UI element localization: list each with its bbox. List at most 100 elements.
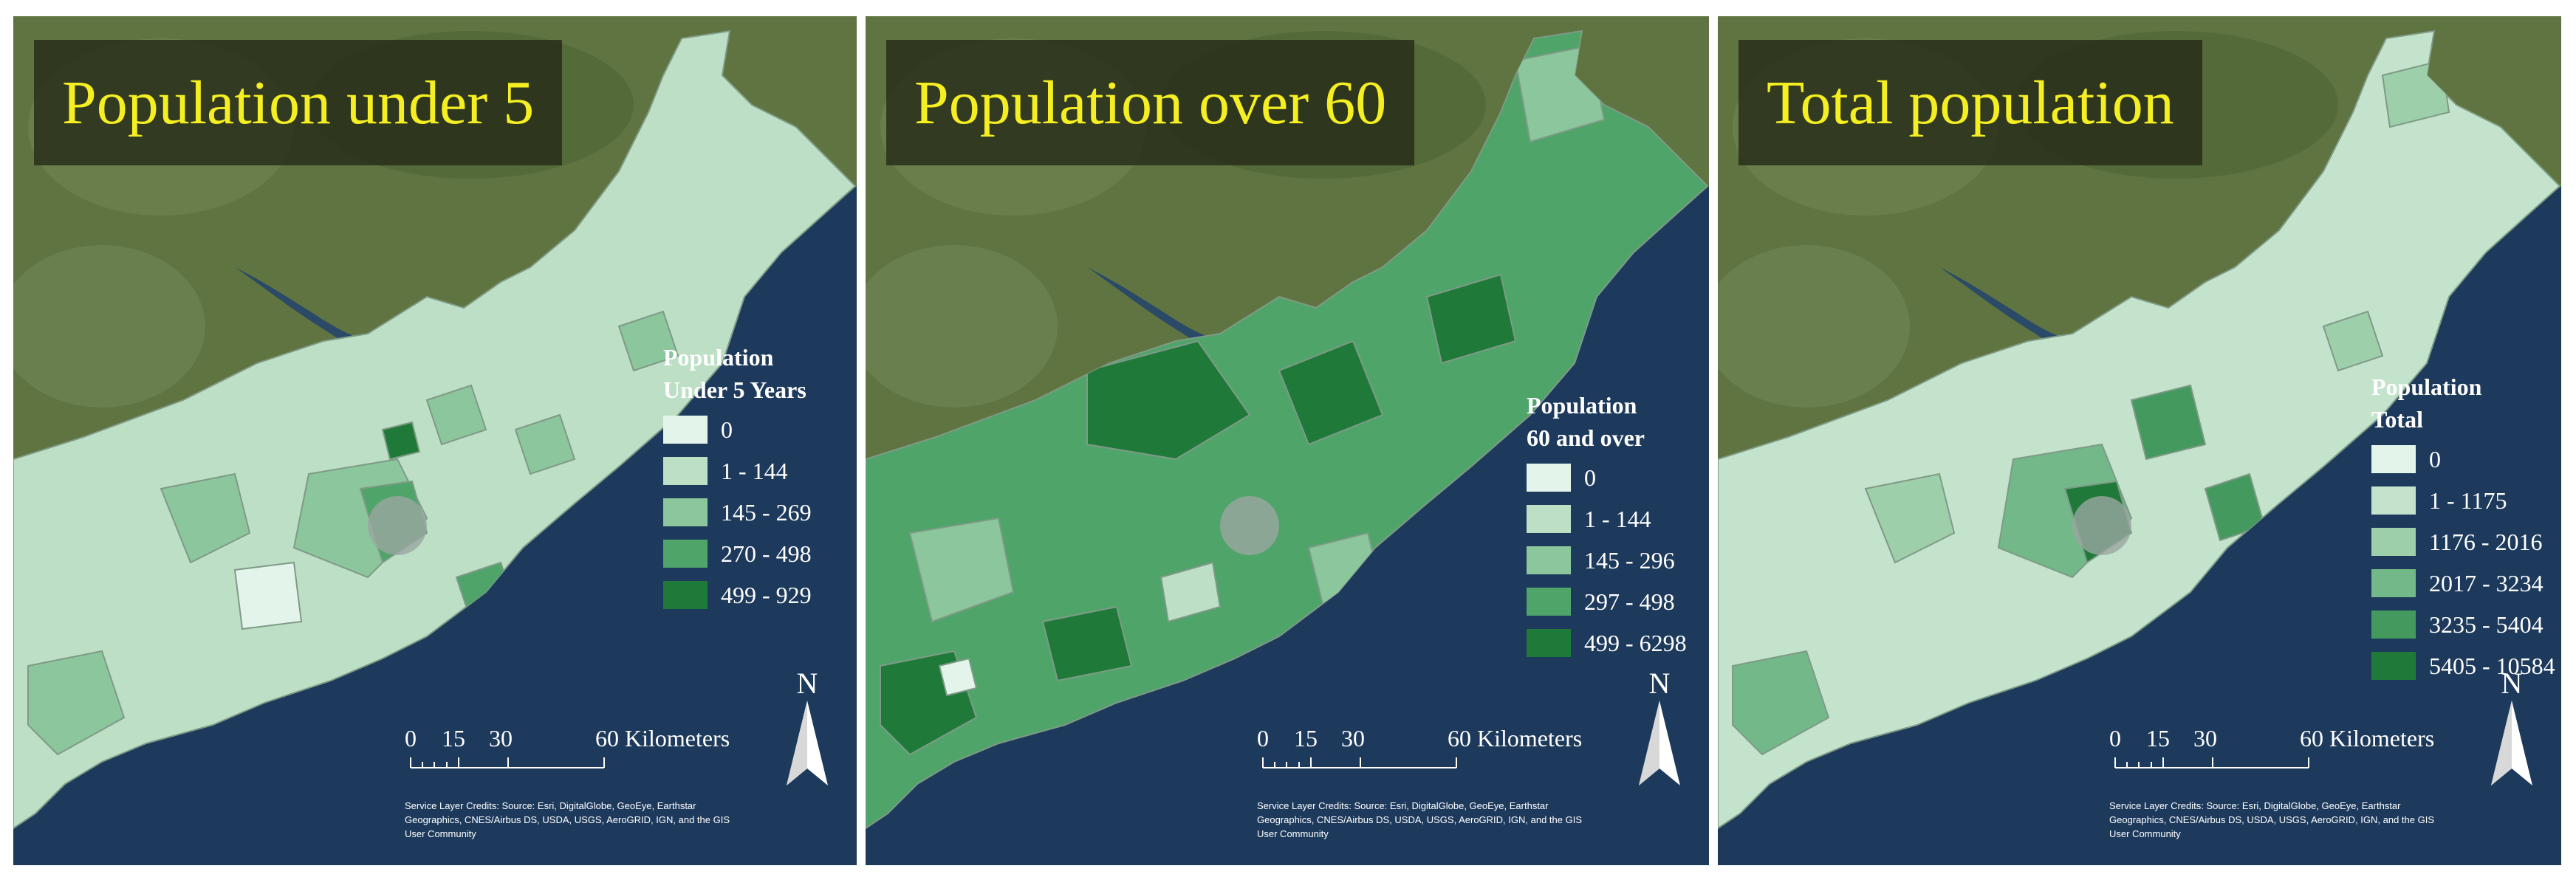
legend-label: 297 - 498 [1584,588,1675,615]
legend-label: 270 - 498 [721,540,812,567]
scale-label-15: 15 [2146,725,2170,752]
map-title-box: Population over 60 [886,40,1415,165]
legend-label: 1 - 144 [1584,505,1651,532]
map-title-box: Total population [1739,40,2202,165]
legend-item: 145 - 296 [1527,543,1687,578]
legend-label: 0 [721,416,733,443]
legend-swatch [663,498,708,526]
legend-label: 1 - 1175 [2429,486,2507,514]
scale-label-0: 0 [1257,725,1269,752]
legend-swatch [2371,528,2416,556]
scale-label-15: 15 [1294,725,1318,752]
legend-title-line1: Population [2371,374,2482,400]
scale-bar: 0 15 30 60 Kilometers [2109,725,2479,774]
scale-label-0: 0 [405,725,417,752]
district [425,384,487,446]
legend-item: 2017 - 3234 [2371,565,2555,601]
legend-item: 499 - 929 [663,577,812,613]
map-credits: Service Layer Credits: Source: Esri, Dig… [2109,800,2434,839]
map-title-box: Population under 5 [34,40,563,165]
district [1732,650,1830,756]
district [617,310,679,372]
legend-title-line2: Total [2371,406,2423,433]
district [908,517,1015,623]
legend-item: 270 - 498 [663,536,812,571]
north-arrow: N [2490,666,2534,793]
north-label: N [1648,667,1671,700]
district [1086,340,1251,461]
north-label: N [796,667,818,700]
legend-swatch [2371,652,2416,680]
legend-item: 5405 - 10584 [2371,648,2555,684]
scale-bar: 0 15 30 60 Kilometers [405,725,774,774]
legend-label: 0 [2429,445,2441,472]
scale-ruler [1262,757,1457,768]
legend-title-line2: 60 and over [1527,424,1645,451]
legend-item: 145 - 269 [663,495,812,530]
scale-bar: 0 15 30 60 Kilometers [1257,725,1626,774]
legend-label: 1 - 144 [721,457,788,484]
legend: Population Total 0 1 - 1175 1176 - 2016 … [2371,371,2555,684]
legend-swatch [1527,629,1571,657]
map-credits: Service Layer Credits: Source: Esri, Dig… [1257,800,1582,839]
map-panel-over60: Population over 60 Population 60 and ove… [866,16,1709,865]
district [160,472,251,564]
scale-ruler [410,757,605,768]
legend-swatch [663,581,708,609]
scale-label-30: 30 [2193,725,2217,752]
scale-label-60: 60 Kilometers [595,725,730,752]
land-texture [866,245,1058,407]
district [1159,561,1222,623]
district [27,650,126,756]
legend-swatch [2371,445,2416,473]
district [514,413,576,475]
legend-label: 499 - 6298 [1584,629,1687,656]
land-texture [1718,245,1910,407]
map-title: Total population [1767,68,2174,137]
district [1041,605,1133,682]
choropleth-districts [880,44,1606,756]
north-arrow: N [1637,666,1682,793]
map-credits: Service Layer Credits: Source: Esri, Dig… [405,800,730,839]
legend-swatch [1527,464,1571,492]
legend-label: 3235 - 5404 [2429,611,2544,638]
urban-area [368,496,427,555]
legend-item: 0 [2371,441,2555,477]
legend-item: 0 [1527,460,1687,495]
north-arrow-icon [1639,701,1680,785]
north-arrow-icon [2491,701,2532,785]
legend-title-line1: Population [663,344,774,371]
legend: Population 60 and over 0 1 - 144 145 - 2… [1527,389,1687,661]
legend-item: 0 [663,412,812,447]
scale-label-60: 60 Kilometers [1448,725,1583,752]
legend-label: 499 - 929 [721,581,812,608]
legend-item: 1 - 1175 [2371,483,2555,518]
legend-label: 0 [1584,464,1596,491]
choropleth-districts [1732,59,2450,756]
map-title: Population over 60 [914,68,1387,137]
legend-item: 1 - 144 [663,453,812,489]
scale-label-60: 60 Kilometers [2300,725,2435,752]
legend-swatch [1527,588,1571,616]
legend-title-line1: Population [1527,392,1637,419]
legend-item: 1176 - 2016 [2371,524,2555,560]
district [2322,310,2384,372]
north-arrow: N [785,666,829,793]
district [1425,273,1517,365]
legend-label: 145 - 296 [1584,546,1675,574]
land-texture [13,245,205,407]
legend-swatch [663,457,708,485]
scale-label-30: 30 [1341,725,1365,752]
north-label: N [2501,667,2523,700]
scale-label-0: 0 [2109,725,2121,752]
district [233,561,303,630]
legend-item: 499 - 6298 [1527,625,1687,661]
north-arrow-icon [787,701,828,785]
legend-swatch [2371,569,2416,597]
scale-label-15: 15 [442,725,465,752]
district [381,421,421,461]
map-title: Population under 5 [62,68,535,137]
legend-title-line2: Under 5 Years [663,376,806,403]
district [2130,384,2207,461]
legend-item: 297 - 498 [1527,584,1687,619]
